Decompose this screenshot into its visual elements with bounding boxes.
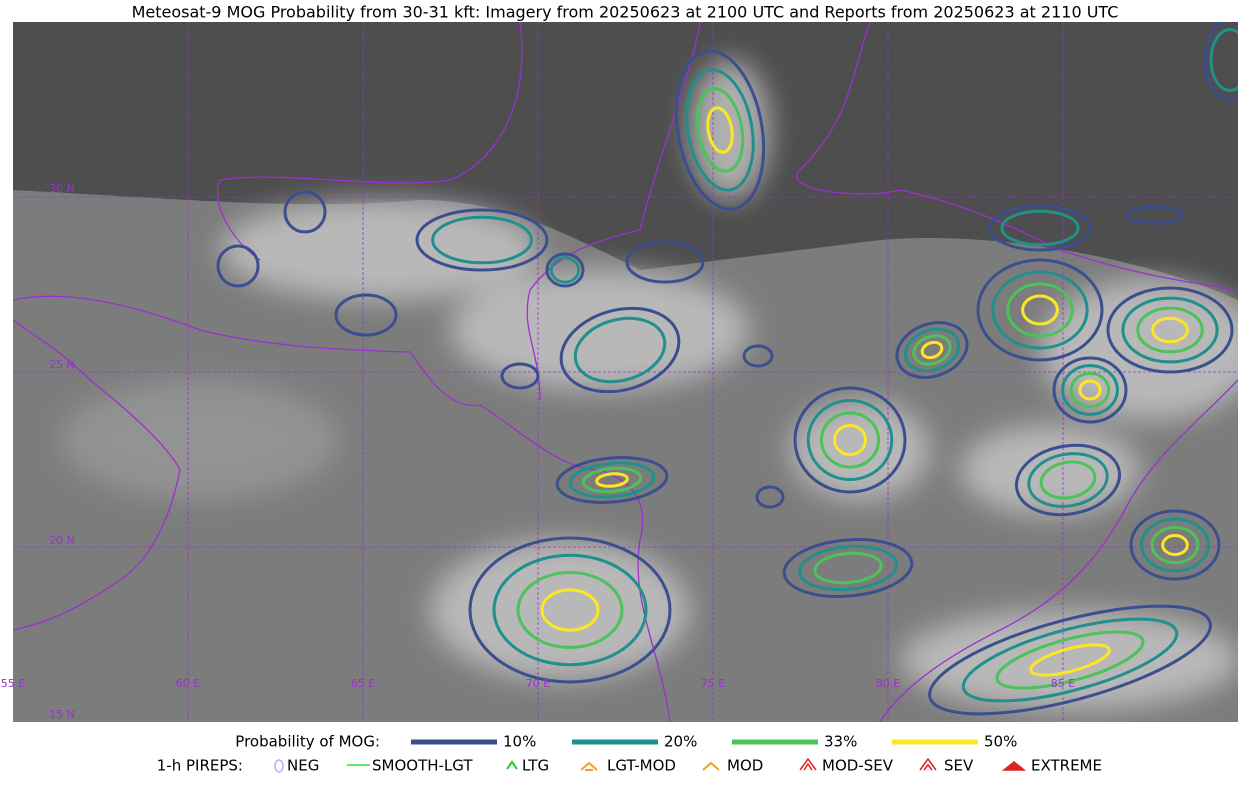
lat-label: 20 N	[49, 534, 75, 547]
lon-label: 60 E	[176, 677, 200, 690]
probability-contour	[819, 411, 881, 469]
probability-contour	[976, 258, 1104, 362]
probability-contour	[1027, 452, 1109, 508]
lat-label: 30 N	[49, 182, 75, 195]
probability-contour	[216, 244, 260, 288]
probability-contour	[1021, 294, 1059, 326]
pirep-label: SMOOTH-LGT	[372, 757, 473, 775]
probability-contour	[991, 270, 1089, 350]
probability-contour	[568, 461, 656, 499]
lon-label: 75 E	[701, 677, 725, 690]
probability-contour	[695, 87, 745, 173]
probability-contour	[1029, 643, 1111, 677]
lon-label: 85 E	[1051, 677, 1075, 690]
probability-contour	[545, 252, 585, 288]
pirep-icon	[919, 757, 937, 771]
probability-contour	[742, 344, 774, 368]
probability-contour	[833, 423, 867, 457]
pirep-icon	[274, 759, 284, 773]
pirep-icon	[506, 760, 518, 770]
probability-contour	[549, 256, 581, 284]
legend-label: 50%	[984, 733, 1017, 751]
probability-contour	[1061, 364, 1119, 416]
probability-contour	[1000, 209, 1080, 247]
probability-contour	[920, 340, 944, 360]
probability-contour	[988, 204, 1092, 252]
probability-contour	[1140, 517, 1210, 573]
probability-contour	[1121, 296, 1219, 364]
satellite-imagery	[13, 22, 1238, 722]
pirep-icon	[799, 757, 817, 771]
probability-contour	[540, 588, 600, 632]
probability-contour	[1129, 509, 1221, 581]
probability-contour	[782, 538, 914, 598]
probability-contour	[706, 106, 734, 154]
pirep-icon	[702, 761, 720, 771]
probability-contour	[581, 466, 643, 494]
probability-contour	[755, 485, 785, 509]
probability-contour	[1161, 533, 1189, 557]
probability-contour	[1136, 306, 1204, 354]
probability-contour	[806, 398, 894, 482]
probability-contour	[1106, 286, 1234, 374]
probability-contour	[995, 630, 1145, 690]
lat-label: 25 N	[49, 358, 75, 371]
pirep-label: NEG	[287, 757, 319, 775]
probability-contour	[912, 334, 952, 366]
map-title: Meteosat-9 MOG Probability from 30-31 kf…	[132, 3, 1119, 22]
probability-contour	[1014, 443, 1122, 517]
probability-contour	[961, 617, 1179, 703]
probability-contour	[334, 293, 398, 337]
probability-contour	[555, 456, 669, 504]
probability-contour	[468, 536, 672, 684]
probability-contour	[1078, 379, 1102, 401]
lon-label: 80 E	[876, 677, 900, 690]
probability-contour	[431, 215, 533, 265]
probability-contour	[798, 544, 898, 592]
probability-contour	[793, 386, 907, 494]
pirep-label: LGT-MOD	[607, 757, 676, 775]
legend-title: Probability of MOG:	[235, 733, 380, 751]
legend-label: 20%	[664, 733, 697, 751]
probability-contour	[928, 604, 1212, 716]
lon-label: 55 E	[1, 677, 25, 690]
lon-label: 65 E	[351, 677, 375, 690]
probability-contour	[895, 321, 969, 379]
probability-contour	[674, 49, 766, 211]
probability-contour	[1039, 460, 1097, 500]
legend-label: 10%	[503, 733, 536, 751]
probability-contour	[492, 553, 648, 667]
pirep-label: MOD-SEV	[822, 757, 894, 775]
probability-contour	[625, 240, 705, 284]
probability-contour	[1151, 316, 1189, 344]
pirep-label: LTG	[522, 757, 549, 775]
legend-label: 33%	[824, 733, 857, 751]
probability-contour	[903, 327, 961, 373]
probability-contour	[1125, 205, 1185, 225]
pirep-icon	[580, 761, 598, 771]
probability-contour	[595, 472, 629, 488]
probability-contour	[1069, 371, 1111, 409]
probability-contour	[559, 306, 681, 394]
probability-contour	[685, 68, 755, 192]
probability-contour	[813, 551, 883, 585]
probability-contour	[1006, 282, 1074, 338]
pireps-title: 1-h PIREPS:	[157, 757, 243, 775]
probability-contour	[500, 362, 540, 390]
pirep-label: EXTREME	[1031, 757, 1102, 775]
probability-contour	[1052, 356, 1128, 424]
pirep-label: SEV	[944, 757, 974, 775]
probability-contour	[1209, 28, 1238, 92]
probability-contour	[516, 571, 624, 649]
probability-contour	[283, 190, 327, 234]
lat-label: 15 N	[49, 708, 75, 721]
probability-contour	[1203, 22, 1238, 102]
probability-contour	[415, 208, 549, 272]
pirep-label: MOD	[727, 757, 763, 775]
pirep-icon	[1001, 761, 1027, 771]
probability-contour	[1150, 525, 1200, 565]
probability-contour	[573, 316, 667, 384]
lon-label: 70 E	[526, 677, 550, 690]
